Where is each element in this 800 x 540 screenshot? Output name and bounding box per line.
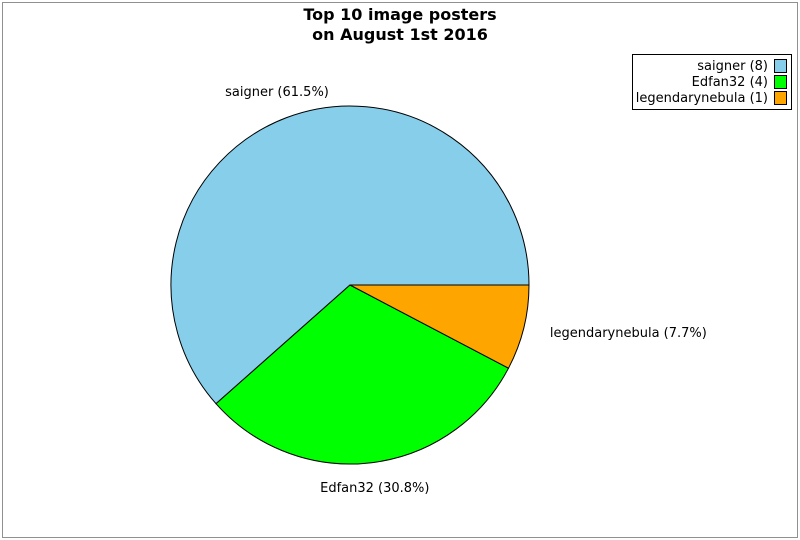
legend-label-edfan32: Edfan32 (4) [691, 74, 768, 90]
pie-slice-legendarynebula [349, 284, 530, 369]
pie-slice-saigner [170, 105, 530, 405]
legend-item-edfan32: Edfan32 (4) [637, 74, 787, 90]
legend-swatch-saigner [774, 59, 787, 73]
legend-swatch-edfan32 [774, 75, 787, 89]
legend-label-saigner: saigner (8) [697, 58, 768, 74]
legend-item-legendarynebula: legendarynebula (1) [635, 90, 787, 106]
slice-label-legendarynebula: legendarynebula (7.7%) [549, 326, 707, 342]
slice-label-saigner: saigner (61.5%) [225, 84, 329, 100]
legend-item-saigner: saigner (8) [637, 58, 787, 74]
pie-slice-Edfan32 [215, 284, 510, 465]
chart-title: Top 10 image posters on August 1st 2016 [0, 5, 800, 45]
chart-title-line-2: on August 1st 2016 [312, 25, 488, 44]
legend-label-legendarynebula: legendarynebula (1) [635, 90, 768, 106]
slice-label-Edfan32: Edfan32 (30.8%) [320, 481, 430, 497]
chart-title-line-1: Top 10 image posters [303, 5, 497, 24]
legend: saigner (8) Edfan32 (4) legendarynebula … [632, 54, 792, 110]
legend-swatch-legendarynebula [774, 91, 787, 105]
